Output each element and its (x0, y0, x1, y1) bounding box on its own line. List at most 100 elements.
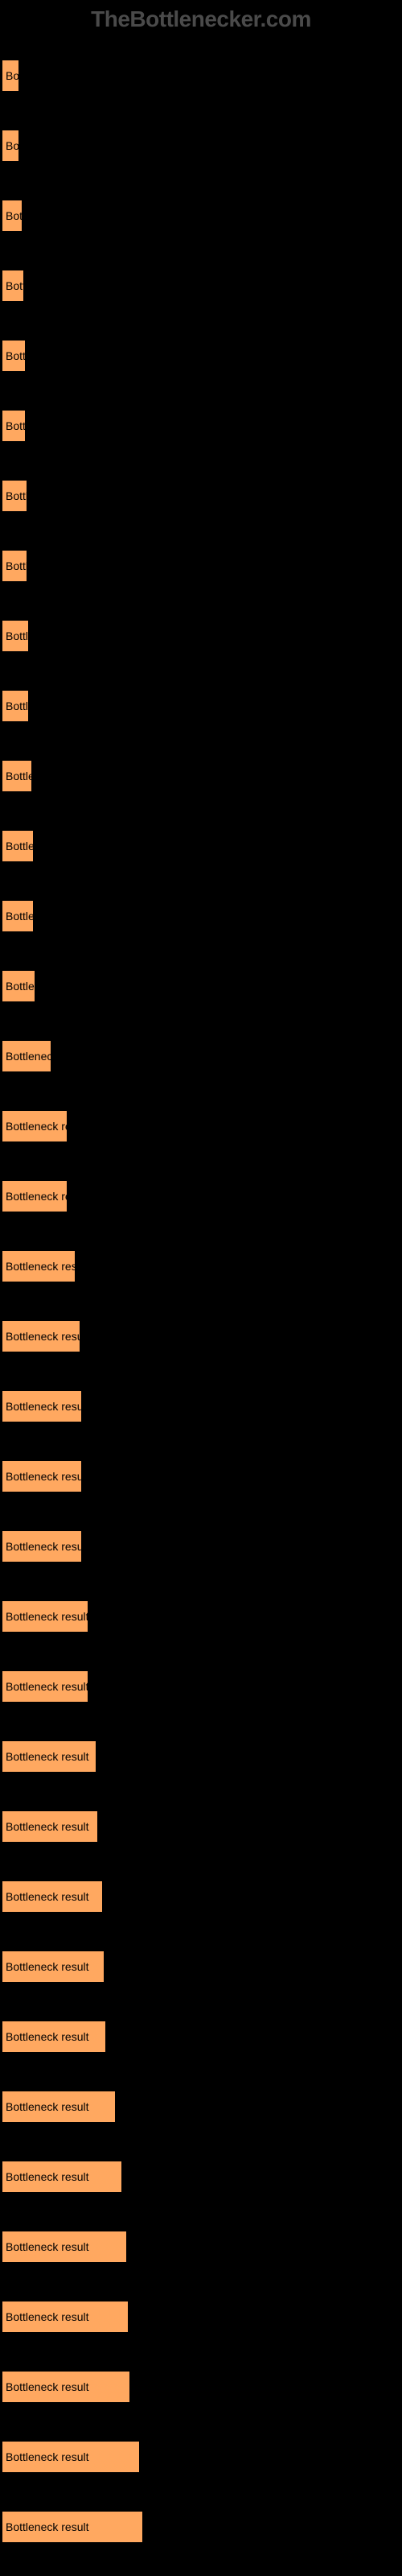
bar: Bottleneck result (2, 2301, 129, 2333)
bar: Bottleneck result (2, 2371, 130, 2403)
bar-label: Bottleneck result (6, 980, 35, 993)
bar-row: Bottleneck result (2, 2491, 402, 2562)
bar: Bottleneck result (2, 60, 19, 92)
bar-label: Bottleneck result (6, 630, 29, 642)
bar-row: Bottleneck result (2, 2001, 402, 2071)
bar: Bottleneck result (2, 1320, 80, 1352)
bar-label: Bottleneck result (6, 1540, 82, 1553)
bar-label: Bottleneck result (6, 770, 32, 782)
bar-label: Bottleneck result (6, 2450, 89, 2463)
bar-label: Bottleneck result (6, 1960, 89, 1973)
bar: Bottleneck result (2, 410, 26, 442)
bar: Bottleneck result (2, 2511, 143, 2543)
bar-label: Bottleneck result (6, 1470, 82, 1483)
bar: Bottleneck result (2, 1951, 105, 1983)
bar-label: Bottleneck result (6, 559, 27, 572)
bar: Bottleneck result (2, 270, 24, 302)
bar-label: Bottleneck result (6, 419, 26, 432)
bar-row: Bottleneck result (2, 2211, 402, 2281)
bar: Bottleneck result (2, 200, 23, 232)
bar-row: Bottleneck result (2, 1161, 402, 1231)
bar-label: Bottleneck result (6, 2310, 89, 2323)
bar-row: Bottleneck result (2, 1301, 402, 1371)
bar: Bottleneck result (2, 480, 27, 512)
bar: Bottleneck result (2, 760, 32, 792)
bar-row: Bottleneck result (2, 601, 402, 671)
bar: Bottleneck result (2, 2021, 106, 2053)
bar-label: Bottleneck result (6, 349, 26, 362)
bar-label: Bottleneck result (6, 2380, 89, 2393)
bar-label: Bottleneck result (6, 1680, 88, 1693)
bar-label: Bottleneck result (6, 1260, 76, 1273)
bar-label: Bottleneck result (6, 1190, 68, 1203)
bar-row: Bottleneck result (2, 250, 402, 320)
bar-row: Bottleneck result (2, 110, 402, 180)
bar-label: Bottleneck result (6, 489, 27, 502)
bar-label: Bottleneck result (6, 1610, 88, 1623)
bar-row: Bottleneck result (2, 530, 402, 601)
bar-row: Bottleneck result (2, 1791, 402, 1861)
bar: Bottleneck result (2, 2441, 140, 2473)
bar: Bottleneck result (2, 130, 19, 162)
bar: Bottleneck result (2, 1180, 68, 1212)
bar: Bottleneck result (2, 1880, 103, 1913)
bar-row: Bottleneck result (2, 1581, 402, 1651)
bar-chart: Bottleneck result Bottleneck result Bottle… (0, 0, 402, 2562)
bar: Bottleneck result (2, 1040, 51, 1072)
bar: Bottleneck result (2, 970, 35, 1002)
bar-row: Bottleneck result (2, 460, 402, 530)
bar-label: Bottleneck result (6, 279, 24, 292)
bar-row: Bottleneck result (2, 2281, 402, 2351)
bar-label: Bottleneck result (6, 69, 19, 82)
bar-row: Bottleneck result (2, 2351, 402, 2421)
bar-label: Bottleneck result (6, 2240, 89, 2253)
bar-label: Bottleneck result (6, 840, 34, 852)
bar-row: Bottleneck result (2, 2421, 402, 2491)
bar-row: Bottleneck result (2, 1931, 402, 2001)
bar: Bottleneck result (2, 1810, 98, 1843)
bar-row: Bottleneck result (2, 390, 402, 460)
bar: Bottleneck result (2, 2161, 122, 2193)
bar: Bottleneck result (2, 620, 29, 652)
bar-label: Bottleneck result (6, 1400, 82, 1413)
bar-row: Bottleneck result (2, 1861, 402, 1931)
bar: Bottleneck result (2, 1670, 88, 1703)
bar-label: Bottleneck result (6, 910, 34, 923)
bar-row: Bottleneck result (2, 811, 402, 881)
watermark-text: TheBottlenecker.com (91, 6, 311, 32)
bar: Bottleneck result (2, 1600, 88, 1633)
bar: Bottleneck result (2, 830, 34, 862)
bar-row: Bottleneck result (2, 951, 402, 1021)
bar-row: Bottleneck result (2, 741, 402, 811)
bar: Bottleneck result (2, 1740, 96, 1773)
bar: Bottleneck result (2, 1390, 82, 1422)
bar-row: Bottleneck result (2, 180, 402, 250)
bar-label: Bottleneck result (6, 700, 29, 712)
bar: Bottleneck result (2, 900, 34, 932)
bar: Bottleneck result (2, 1460, 82, 1492)
bar-row: Bottleneck result (2, 1441, 402, 1511)
bar-row: Bottleneck result (2, 671, 402, 741)
bar: Bottleneck result (2, 1530, 82, 1563)
bar-row: Bottleneck result (2, 40, 402, 110)
bar-label: Bottleneck result (6, 1120, 68, 1133)
bar-label: Bottleneck result (6, 2520, 89, 2533)
bar-row: Bottleneck result (2, 881, 402, 951)
bar-label: Bottleneck result (6, 209, 23, 222)
bar: Bottleneck result (2, 1110, 68, 1142)
bar-row: Bottleneck result (2, 1021, 402, 1091)
bar-row: Bottleneck result (2, 1371, 402, 1441)
bar-label: Bottleneck result (6, 2100, 89, 2113)
bar-label: Bottleneck result (6, 1890, 89, 1903)
bar: Bottleneck result (2, 2231, 127, 2263)
bar: Bottleneck result (2, 340, 26, 372)
bar: Bottleneck result (2, 550, 27, 582)
bar-label: Bottleneck result (6, 1050, 51, 1063)
bar: Bottleneck result (2, 690, 29, 722)
bar-label: Bottleneck result (6, 2170, 89, 2183)
bar-row: Bottleneck result (2, 1721, 402, 1791)
bar-label: Bottleneck result (6, 2030, 89, 2043)
bar-label: Bottleneck result (6, 1820, 89, 1833)
bar-row: Bottleneck result (2, 2141, 402, 2211)
bar-row: Bottleneck result (2, 1511, 402, 1581)
